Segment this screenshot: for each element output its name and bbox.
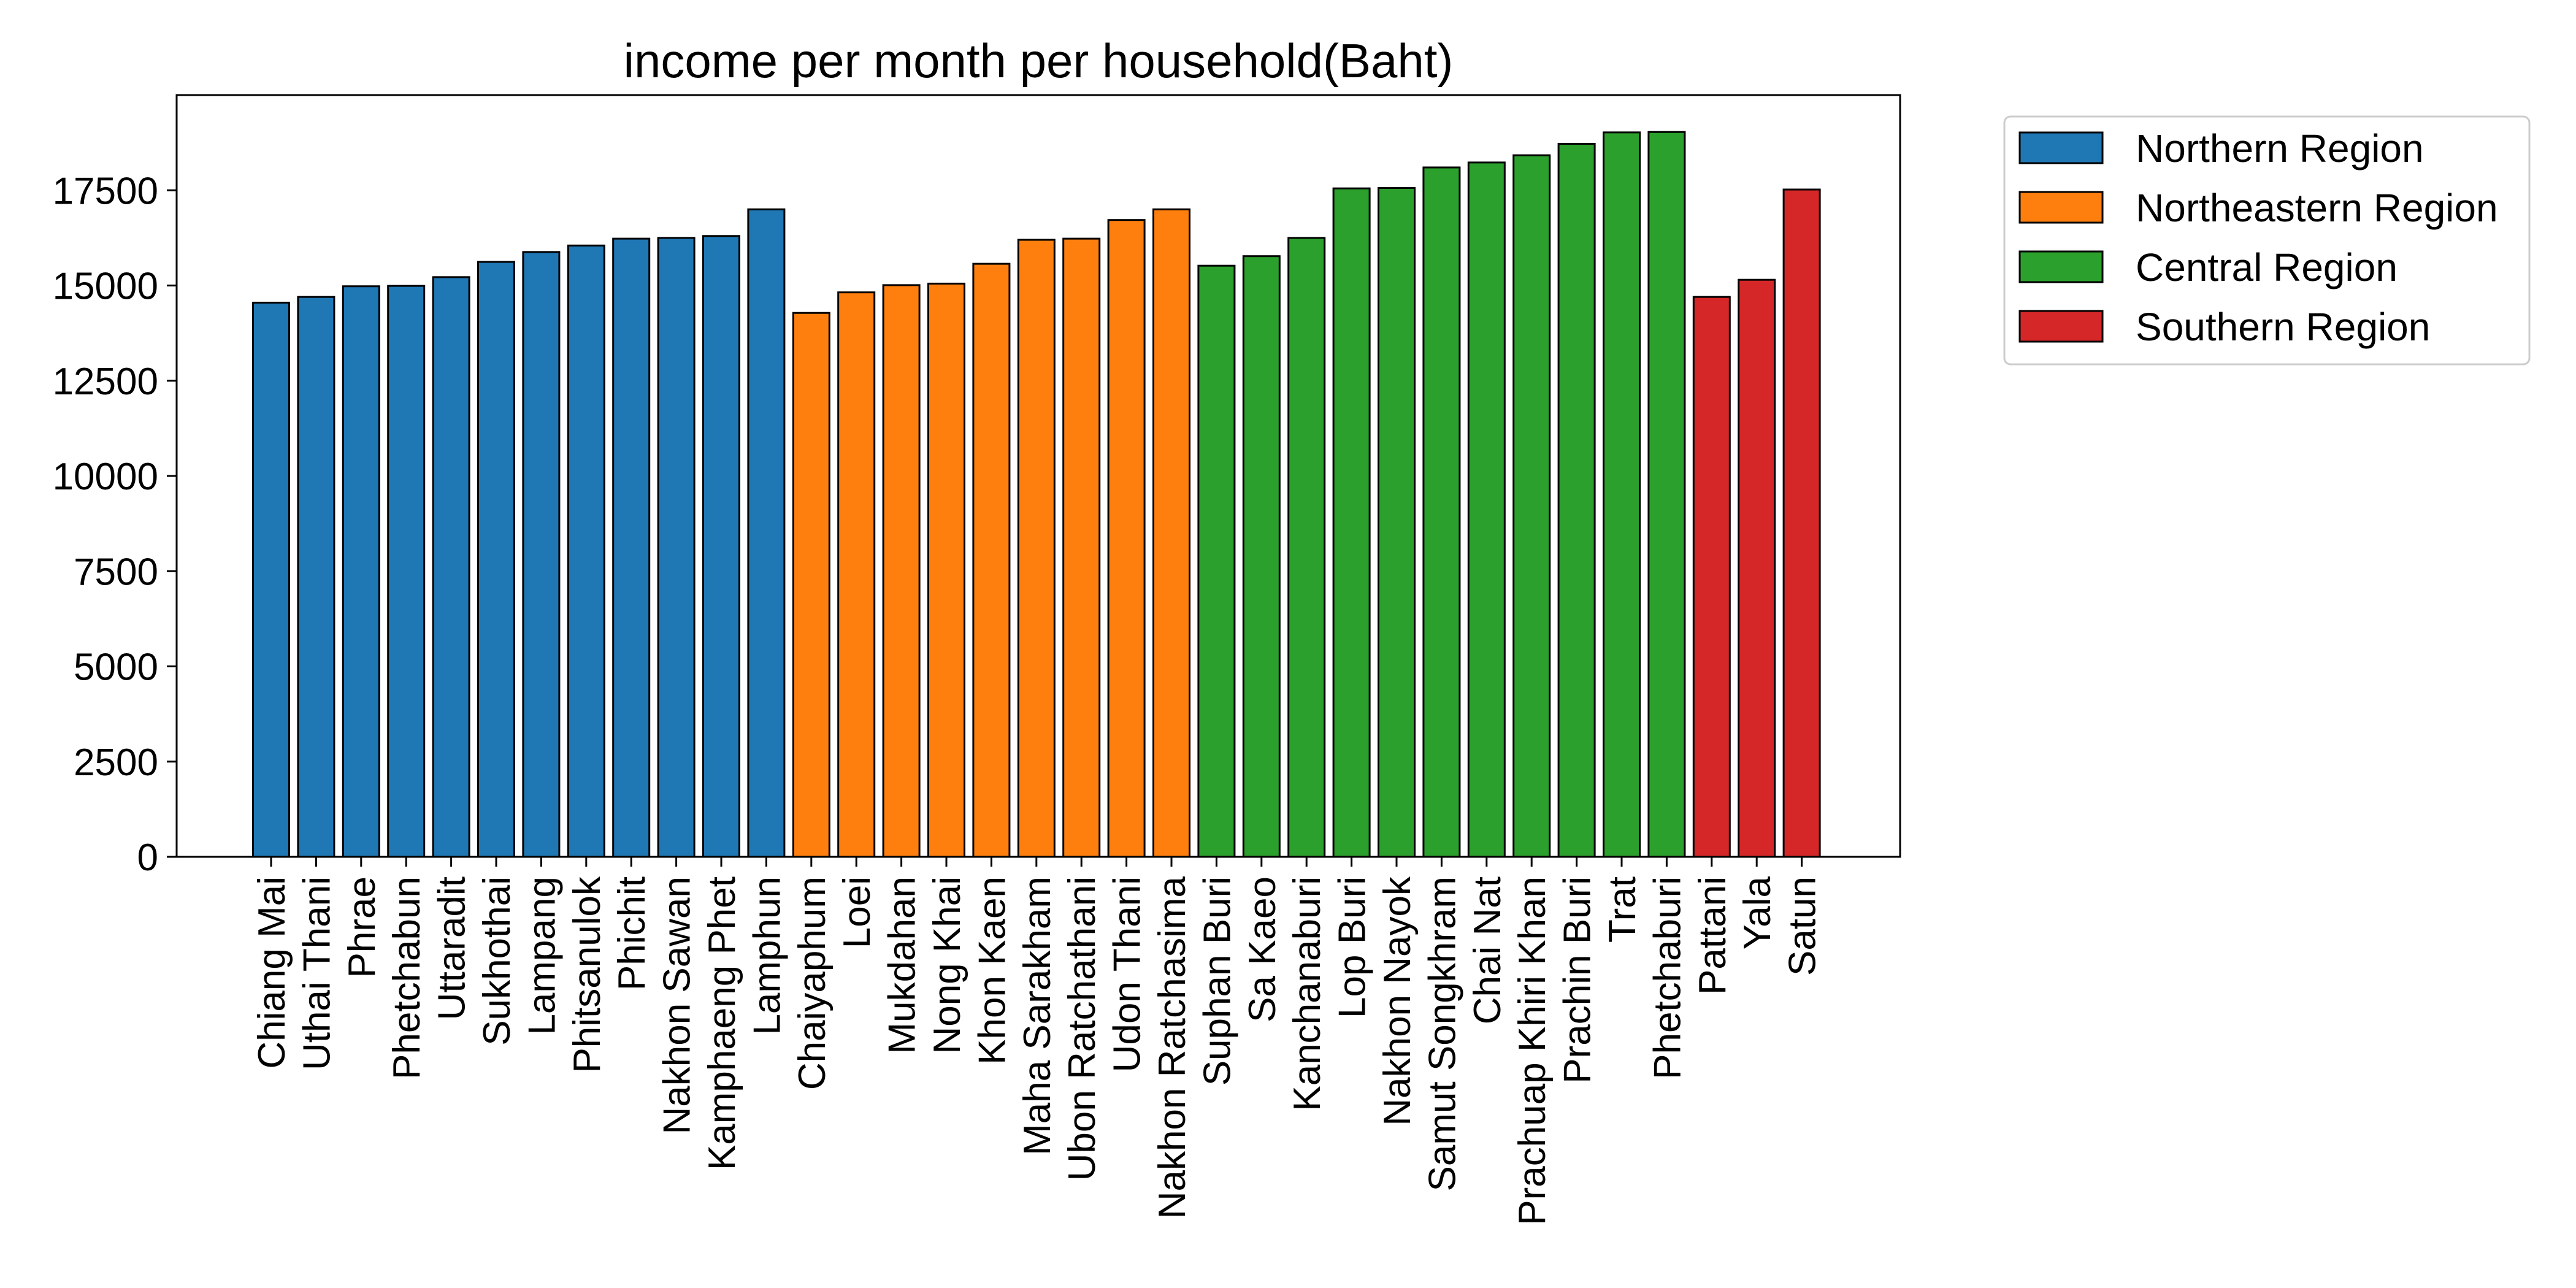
bar <box>1422 166 1461 858</box>
bar <box>1107 219 1146 858</box>
x-tick-label: Chaiyaphum <box>791 876 834 1090</box>
x-tick-label: Kamphaeng Phet <box>701 876 743 1170</box>
x-tick-label: Udon Thani <box>1106 876 1149 1072</box>
bar <box>522 251 561 858</box>
bar <box>1378 187 1416 858</box>
legend-swatch <box>2018 310 2104 343</box>
bar <box>657 237 696 858</box>
bar <box>252 301 290 858</box>
bar <box>1647 131 1686 858</box>
x-tick-label: Kanchanaburi <box>1286 876 1328 1111</box>
bar <box>1017 239 1056 858</box>
x-tick-label: Phitsanulok <box>566 876 608 1073</box>
x-tick-label: Loei <box>836 876 878 948</box>
bar <box>702 235 740 858</box>
x-tick-label: Satun <box>1782 876 1824 976</box>
bar <box>1242 255 1281 858</box>
bar <box>567 244 605 858</box>
bar <box>972 263 1011 858</box>
bar <box>1603 131 1641 858</box>
x-tick-label: Nakhon Ratchasima <box>1151 876 1194 1219</box>
bar <box>747 208 786 858</box>
chart-title: income per month per household(Baht) <box>624 34 1454 88</box>
x-tick-label: Lop Buri <box>1332 876 1374 1018</box>
legend-label: Northern Region <box>2136 126 2424 171</box>
x-tick-label: Phrae <box>341 876 383 978</box>
x-tick-label: Prachuap Khiri Khan <box>1511 876 1554 1225</box>
bar <box>927 282 965 858</box>
x-tick-label: Lampang <box>521 876 563 1035</box>
legend-label: Southern Region <box>2136 305 2430 349</box>
bar <box>882 284 921 858</box>
bar <box>1062 237 1101 858</box>
y-tick-label: 10000 <box>53 456 158 498</box>
bar <box>1738 278 1776 858</box>
x-tick-label: Suphan Buri <box>1196 876 1238 1086</box>
x-tick-label: Chiang Mai <box>251 876 293 1069</box>
y-tick-label: 12500 <box>53 361 158 403</box>
bar <box>1332 187 1371 858</box>
x-tick-label: Prachin Buri <box>1557 876 1599 1084</box>
x-tick-label: Samut Songkhram <box>1421 876 1463 1191</box>
x-tick-label: Uttaradit <box>431 876 473 1020</box>
legend-swatch <box>2018 250 2104 283</box>
bar <box>837 291 876 858</box>
bar <box>1287 237 1326 858</box>
bar <box>1152 208 1190 858</box>
y-tick-label: 5000 <box>74 646 158 689</box>
y-axis: 0 2500 5000 7500 10000 12500 15000 17500 <box>53 170 177 879</box>
y-tick-label: 0 <box>137 837 158 879</box>
bar <box>387 285 426 858</box>
legend-swatch <box>2018 191 2104 224</box>
legend: Northern Region Northeastern Region Centra… <box>2003 115 2531 366</box>
x-tick-label: Nong Khai <box>926 876 968 1054</box>
x-tick-label: Uthai Thani <box>296 876 338 1070</box>
plot-frame <box>175 94 1901 858</box>
bar <box>1557 142 1596 858</box>
x-tick-label: Ubon Ratchathani <box>1061 876 1103 1181</box>
x-tick-label: Chai Nat <box>1466 876 1509 1024</box>
bar <box>1692 296 1731 858</box>
legend-label: Central Region <box>2136 245 2398 289</box>
bar <box>612 237 651 858</box>
x-tick-label: Sukhothai <box>476 876 518 1046</box>
bar <box>1512 154 1551 858</box>
legend-label: Northeastern Region <box>2136 186 2498 230</box>
bar <box>792 312 830 858</box>
bar <box>477 261 515 858</box>
x-tick-label: Yala <box>1736 876 1779 949</box>
x-tick-label: Nakhon Sawan <box>656 876 699 1135</box>
legend-swatch <box>2018 131 2104 164</box>
bar <box>342 285 380 858</box>
x-tick-label: Phetchabun <box>386 876 428 1079</box>
x-tick-label: Sa Kaeo <box>1241 876 1284 1022</box>
y-tick-label: 17500 <box>53 170 158 212</box>
bar <box>297 296 335 858</box>
x-tick-label: Lamphun <box>746 876 788 1035</box>
x-tick-label: Trat <box>1601 876 1644 943</box>
bars-group <box>252 131 1821 858</box>
x-tick-label: Phichit <box>611 876 653 991</box>
x-tick-label: Maha Sarakham <box>1016 876 1059 1156</box>
bar <box>1467 161 1506 858</box>
x-tick-label: Pattani <box>1692 876 1734 995</box>
x-tick-label: Mukdahan <box>881 876 924 1054</box>
x-tick-label: Phetchaburi <box>1646 876 1689 1079</box>
x-tick-label: Nakhon Nayok <box>1376 876 1419 1126</box>
legend-box <box>2003 115 2531 366</box>
y-tick-label: 7500 <box>74 551 158 593</box>
y-tick-label: 15000 <box>53 266 158 308</box>
bar <box>1197 264 1236 858</box>
bar <box>1782 188 1821 858</box>
bar <box>432 276 470 858</box>
x-axis: Chiang Mai Uthai Thani Phrae Phetchabun Utta… <box>251 857 1824 1225</box>
x-tick-label: Khon Kaen <box>971 876 1013 1065</box>
y-tick-label: 2500 <box>74 742 158 784</box>
